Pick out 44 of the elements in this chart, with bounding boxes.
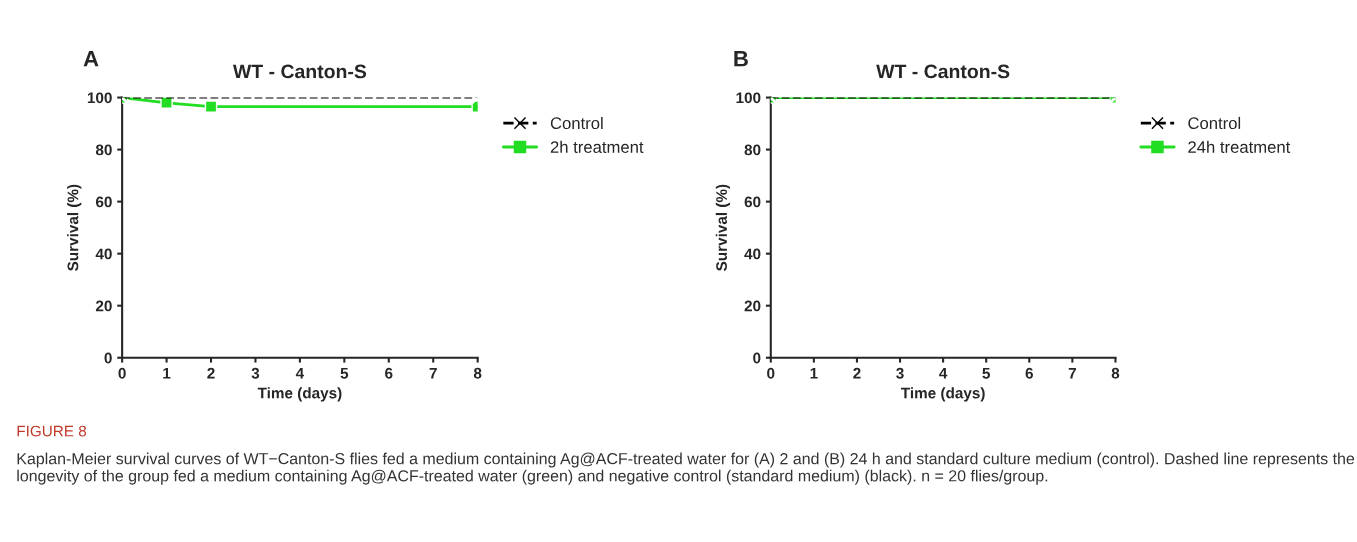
y-tick-label: 100	[87, 92, 112, 104]
text: Kaplan-Meier survival curves of WT−Canton-S flies fed a medium containing Ag@ACF-treated water for (A) 2 and (B) 24 h and standard culture medium (control). Dashed line represents the longevity of the group fed a medium containing Ag@ACF-treated water (green) and negative control (standard medium) (black). n = 20 flies/group.	[17, 452, 1355, 485]
legend-label: 24h treatment	[1188, 140, 1291, 153]
y-tick-label: 0	[753, 352, 761, 364]
y-tick-label: 80	[744, 144, 761, 156]
chart-title: WT - Canton-S	[876, 64, 1010, 79]
x-tick-label: 5	[982, 368, 991, 379]
x-tick-label: 0	[118, 367, 126, 379]
x-tick-label: 1	[163, 368, 171, 379]
y-tick-label: 20	[95, 300, 112, 312]
caption: FIGURE 8	[17, 425, 87, 437]
legend-label: Control	[550, 116, 603, 130]
x-axis-title: Time (days)	[900, 387, 985, 402]
y-tick-label: 0	[104, 352, 112, 364]
x-tick-label: 1	[810, 368, 818, 379]
x-tick-label: 0	[767, 367, 775, 379]
text: A	[83, 51, 99, 67]
x-tick-label: 2	[207, 367, 215, 379]
y-tick-label: 80	[95, 144, 112, 156]
x-tick-label: 4	[295, 368, 305, 379]
legend-label: 2h treatment	[550, 140, 644, 153]
x-tick-label: 8	[473, 367, 482, 379]
x-tick-label: 7	[429, 368, 437, 379]
chart-title: WT - Canton-S	[232, 64, 367, 79]
y-tick-label: 20	[744, 300, 761, 312]
x-tick-label: 3	[896, 367, 904, 379]
x-axis-title: Time (days)	[257, 387, 342, 402]
x-tick-label: 3	[251, 367, 260, 379]
x-tick-label: 2	[853, 367, 861, 379]
x-tick-label: 6	[385, 367, 393, 379]
text: B	[734, 51, 748, 67]
legend-label: Control	[1188, 116, 1241, 130]
y-tick-label: 40	[744, 248, 761, 260]
x-tick-label: 6	[1025, 367, 1033, 379]
x-tick-label: 7	[1068, 368, 1076, 379]
x-tick-label: 5	[340, 368, 349, 379]
y-tick-label: 40	[95, 248, 112, 260]
y-tick-label: 60	[744, 196, 761, 208]
x-tick-label: 8	[1111, 367, 1120, 379]
y-axis-title: Survival (%)	[67, 184, 82, 271]
y-axis-title: Survival (%)	[715, 184, 731, 271]
y-tick-label: 100	[736, 92, 761, 104]
y-tick-label: 60	[95, 196, 112, 208]
x-tick-label: 4	[939, 368, 948, 379]
